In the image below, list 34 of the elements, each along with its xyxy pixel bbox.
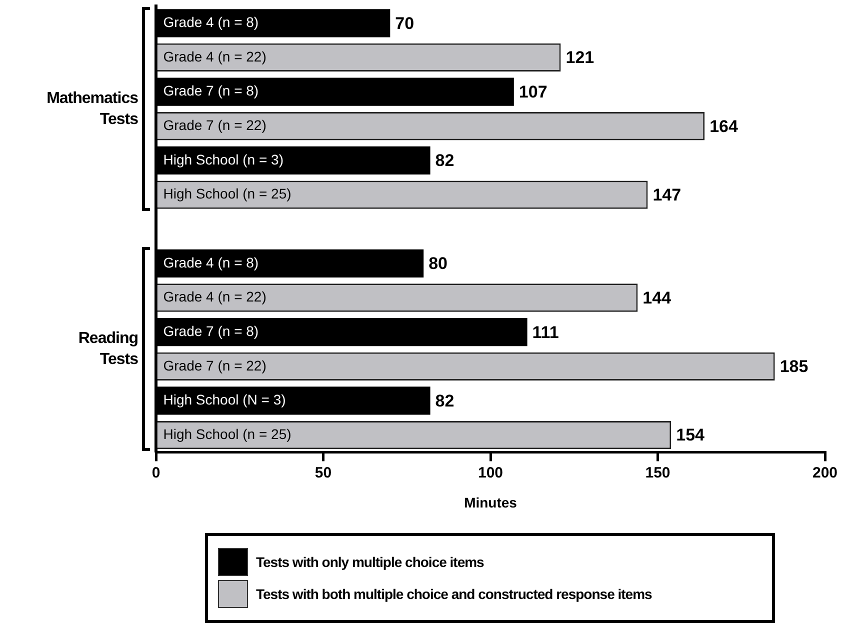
data-label: 111 — [532, 322, 559, 342]
y-tick-label: Grade 7 (n = 8) — [163, 322, 259, 339]
y-tick-label: Grade 7 (n = 22) — [163, 116, 266, 133]
data-label: 80 — [428, 254, 448, 274]
data-label: 107 — [518, 82, 548, 102]
x-tick-label: 0 — [152, 464, 160, 482]
x-tick-label: 50 — [314, 464, 332, 482]
y-tick-label: High School (n = 25) — [163, 426, 292, 442]
legend-label: Tests with only multiple choice items — [256, 554, 484, 570]
data-label: 82 — [435, 391, 454, 410]
y-tick-label: High School (n = 3) — [163, 151, 284, 168]
x-axis-title: Minutes — [464, 494, 518, 510]
y-tick-label: Grade 4 (n = 22) — [163, 288, 266, 305]
x-tick-label: 100 — [478, 464, 504, 482]
y-tick-label: Grade 7 (n = 22) — [163, 357, 266, 374]
legend-label: Tests with both multiple choice and constructed response items — [256, 586, 652, 602]
data-label: 147 — [652, 185, 682, 204]
y-tick-label: Grade 7 (n = 8) — [163, 82, 259, 99]
text: Mathematics Tests — [46, 88, 138, 130]
text: Reading Tests — [77, 329, 138, 370]
x-tick-label: 150 — [645, 464, 670, 482]
y-tick-label: Grade 4 (n = 8) — [163, 14, 259, 30]
data-label: 154 — [676, 426, 706, 445]
y-tick-label: High School (n = 25) — [163, 186, 292, 202]
x-tick-label: 200 — [812, 464, 838, 482]
data-label: 144 — [642, 288, 672, 308]
data-label: 164 — [710, 116, 738, 136]
y-tick-label: Grade 4 (n = 8) — [163, 254, 259, 270]
data-label: 121 — [566, 48, 594, 68]
data-label: 70 — [395, 14, 414, 33]
y-tick-label: High School (N = 3) — [163, 392, 286, 408]
y-tick-label: Grade 4 (n = 22) — [163, 48, 266, 64]
data-label: 82 — [435, 151, 454, 170]
data-label: 185 — [780, 357, 808, 376]
